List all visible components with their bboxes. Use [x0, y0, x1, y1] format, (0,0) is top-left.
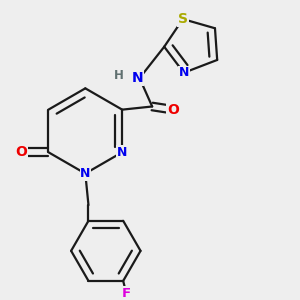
Text: N: N: [132, 71, 144, 85]
Text: O: O: [167, 103, 178, 117]
Text: N: N: [80, 167, 91, 180]
Text: F: F: [122, 287, 131, 300]
Text: O: O: [16, 145, 28, 159]
Text: N: N: [178, 66, 189, 79]
Text: H: H: [114, 69, 124, 82]
Text: N: N: [117, 146, 128, 159]
Text: S: S: [178, 12, 188, 26]
